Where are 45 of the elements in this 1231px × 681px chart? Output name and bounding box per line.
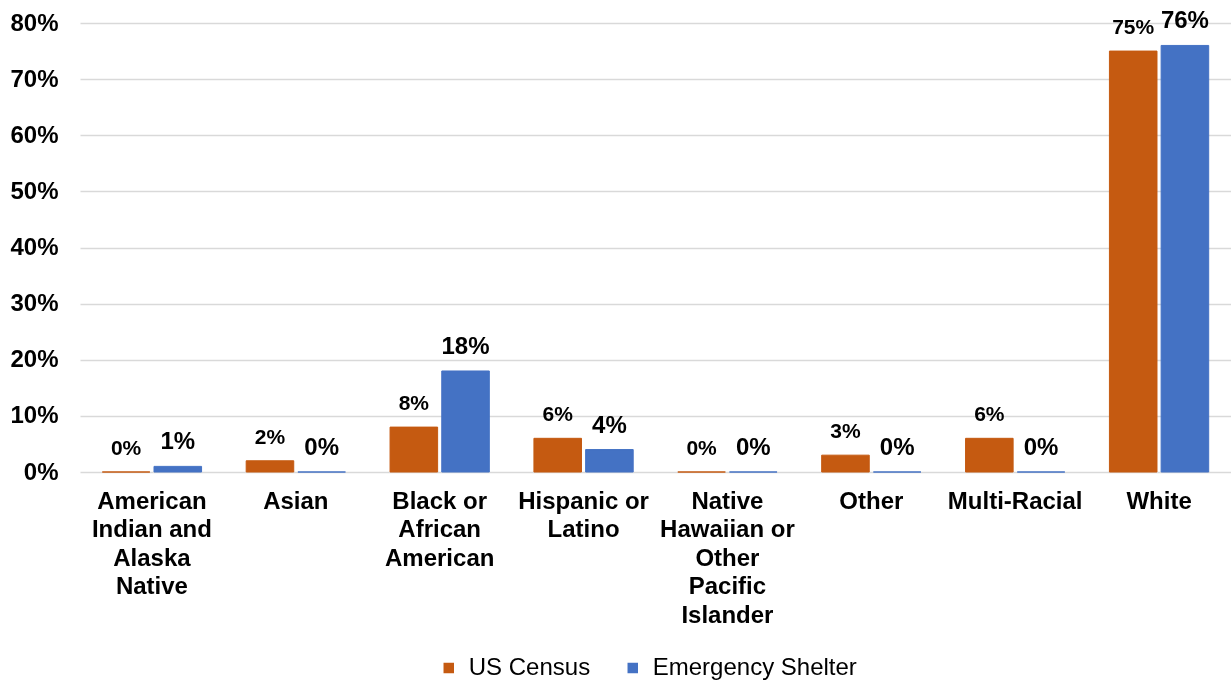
data-label: 8%	[398, 391, 430, 415]
y-tick-label: 80%	[10, 8, 59, 36]
y-tick-label: 20%	[10, 345, 59, 373]
legend-label: Emergency Shelter	[652, 653, 857, 680]
legend-label: US Census	[468, 653, 591, 680]
x-tick-label: American Indian and Alaska Native	[91, 486, 212, 599]
y-tick-label: 70%	[10, 64, 59, 92]
y-tick-label: 30%	[10, 289, 59, 317]
x-tick-label: Asian	[263, 486, 329, 514]
bar	[389, 426, 439, 473]
data-label: 6%	[542, 402, 574, 426]
data-label: 1%	[160, 427, 196, 455]
y-tick-label: 40%	[10, 233, 59, 260]
x-tick-label: Black or African American	[384, 486, 495, 571]
bar	[533, 437, 582, 473]
x-tick-label: Multi-Racial	[947, 486, 1083, 514]
bar	[441, 370, 490, 473]
data-label: 2%	[254, 424, 286, 448]
data-label: 4%	[592, 410, 627, 438]
data-label: 0%	[879, 433, 915, 460]
x-tick-label: Native Hawaiian or Other Pacific Islander	[660, 486, 795, 628]
x-tick-label: White	[1126, 486, 1192, 514]
y-tick-label: 10%	[10, 401, 59, 429]
bar	[1160, 44, 1210, 473]
y-tick-label: 50%	[10, 176, 59, 204]
bar	[245, 460, 295, 473]
x-tick-label: Other	[839, 486, 904, 514]
data-label: 0%	[304, 433, 340, 460]
data-label: 18%	[441, 331, 490, 359]
bar	[1108, 50, 1158, 473]
y-tick-label: 60%	[10, 120, 59, 148]
bar	[965, 437, 1014, 473]
data-label: 75%	[1112, 15, 1155, 39]
data-label: 3%	[830, 419, 861, 443]
bar	[153, 465, 203, 473]
bar	[821, 454, 870, 473]
data-label: 76%	[1160, 6, 1209, 34]
data-label: 0%	[686, 436, 718, 459]
x-tick-label: Hispanic or Latino	[518, 486, 649, 542]
data-label: 0%	[110, 436, 142, 459]
y-tick-label: 0%	[23, 457, 59, 485]
bar	[585, 449, 634, 473]
data-label: 0%	[735, 433, 771, 460]
data-label: 0%	[1023, 433, 1059, 460]
data-label: 6%	[974, 402, 1005, 426]
